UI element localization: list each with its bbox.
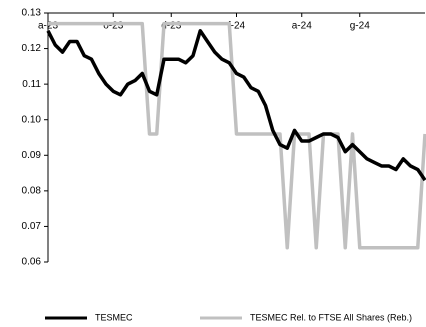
- x-tick-label: a-24: [292, 21, 312, 32]
- y-tick-label: 0.11: [22, 79, 41, 90]
- y-tick-label: 0.06: [22, 257, 42, 268]
- line-series: [46, 29, 426, 182]
- y-tick-label: 0.13: [22, 8, 42, 19]
- y-tick-label: 0.07: [22, 221, 42, 232]
- y-tick-label: 0.12: [22, 43, 42, 54]
- x-tick-label: g-24: [350, 21, 370, 32]
- x-tick-label: a-23: [38, 21, 58, 32]
- legend-label: TESMEC: [95, 312, 133, 322]
- y-tick-label: 0.08: [22, 185, 42, 196]
- x-tick-label: f-24: [228, 21, 246, 32]
- y-tick-label: 0.10: [22, 114, 42, 125]
- line-series: [48, 21, 426, 250]
- y-tick-label: 0.09: [22, 150, 42, 161]
- x-tick-label: o-23: [103, 21, 123, 32]
- x-tick-label: d-23: [161, 21, 181, 32]
- legend-label: TESMEC Rel. to FTSE All Shares (Reb.): [250, 312, 412, 322]
